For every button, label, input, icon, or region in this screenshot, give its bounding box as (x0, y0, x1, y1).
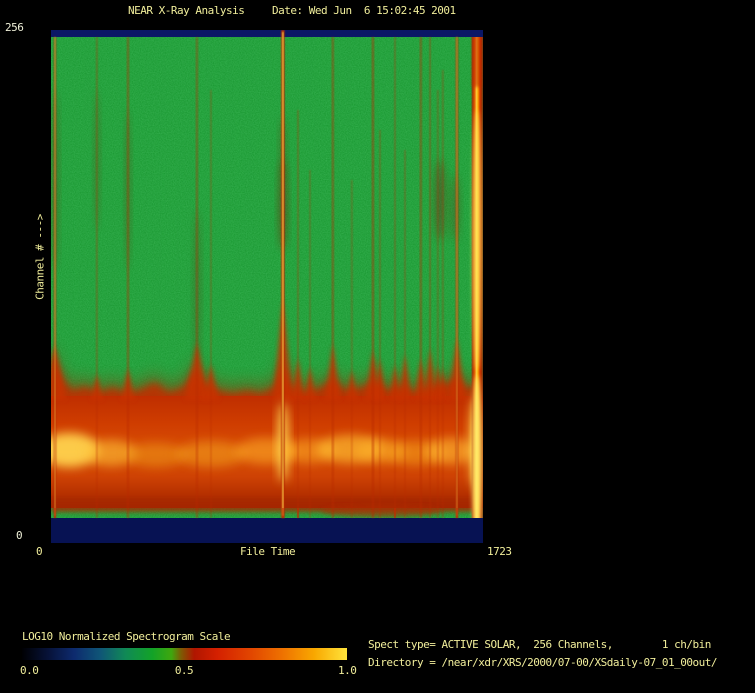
colorbar-tick-min: 0.0 (20, 664, 39, 677)
directory-label: Directory = /near/xdr/XRS/2000/07-00/XSd… (368, 656, 718, 669)
spectrogram-plot (51, 30, 483, 543)
y-axis-min-label: 0 (16, 529, 23, 542)
y-axis-title: Channel # ---> (33, 214, 47, 300)
colorbar-tick-mid: 0.5 (174, 664, 194, 677)
colorbar-gradient (22, 648, 347, 660)
x-axis-min-label: 0 (36, 545, 43, 558)
date-label: Date: Wed Jun 6 15:02:45 2001 (272, 4, 456, 17)
x-axis-title: File Time (240, 545, 296, 558)
y-axis-max-label: 256 (5, 21, 24, 34)
navy-top-band (51, 30, 483, 37)
colorbar-title: LOG10 Normalized Spectrogram Scale (22, 630, 231, 643)
flare-streaks (53, 30, 459, 518)
right-edge-event (471, 32, 483, 543)
colorbar-tick-max: 1.0 (338, 664, 357, 677)
page-title: NEAR X-Ray Analysis (128, 4, 245, 17)
spect-type-label: Spect type= ACTIVE SOLAR, 256 Channels, … (368, 638, 711, 651)
x-axis-max-label: 1723 (487, 545, 512, 558)
navy-bottom-band (51, 518, 483, 543)
